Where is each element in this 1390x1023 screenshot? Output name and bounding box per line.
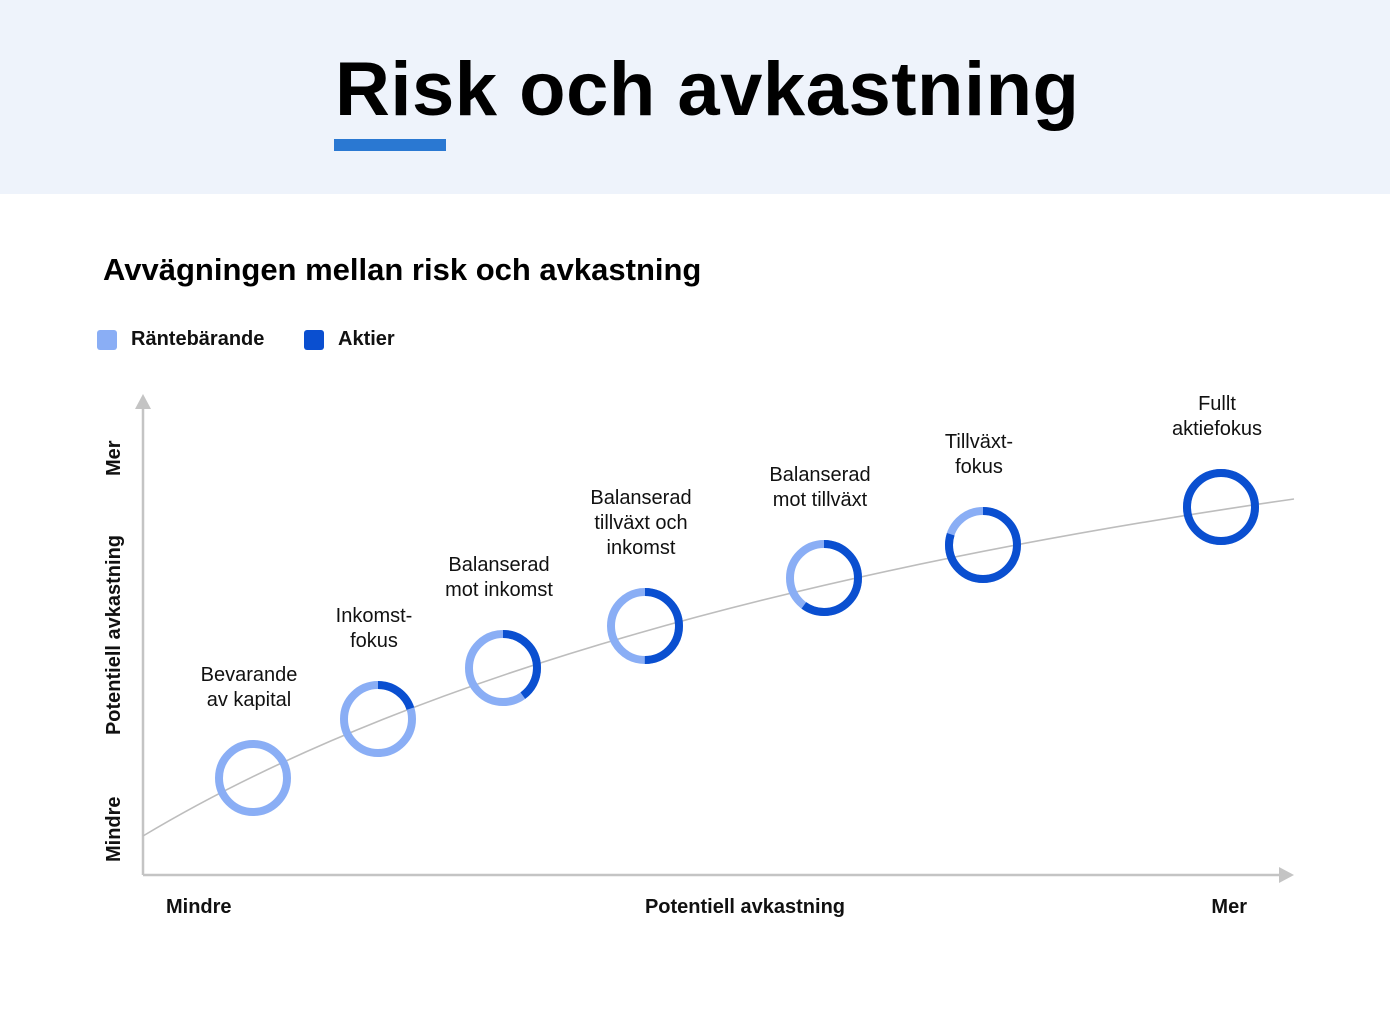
portfolio-ring xyxy=(1183,469,1259,545)
portfolio-label-line: mot tillväxt xyxy=(773,489,868,511)
page-title: Risk och avkastning xyxy=(335,47,1080,132)
portfolio-label: Balanserad tillväxt och inkomst xyxy=(590,487,691,559)
trend-curve xyxy=(142,498,1295,837)
portfolio-label-line: Inkomst- xyxy=(336,605,413,627)
portfolio-label-line: av kapital xyxy=(207,689,292,711)
portfolio-label-line: fokus xyxy=(955,456,1003,478)
ring-aktier-segment xyxy=(1183,469,1259,545)
portfolio-ring xyxy=(215,740,291,816)
x-axis-min-label: Mindre xyxy=(166,896,232,918)
ring-aktier-segment xyxy=(340,681,416,757)
portfolio-label-line: Balanserad xyxy=(590,487,691,509)
portfolio-ring xyxy=(786,540,862,616)
portfolio-label: Inkomst-fokus xyxy=(336,605,413,652)
axes xyxy=(135,394,1294,883)
ring-aktier-segment xyxy=(786,540,862,616)
title-underline xyxy=(334,139,446,151)
portfolio-label: Balanserad mot inkomst xyxy=(445,554,553,601)
ring-aktier-segment xyxy=(607,588,683,664)
portfolio-labels: Bevarande av kapital Inkomst-fokus Balanser… xyxy=(201,393,1262,711)
portfolio-ring xyxy=(465,630,541,706)
y-axis-arrow-icon xyxy=(135,394,151,409)
legend-item-aktier: Aktier xyxy=(304,328,395,351)
portfolio-label: Bevarande av kapital xyxy=(201,664,298,711)
portfolio-label: Fullt aktiefokus xyxy=(1172,393,1262,440)
y-axis-max-label: Mer xyxy=(103,440,125,476)
portfolio-ring xyxy=(607,588,683,664)
portfolio-label: Tillväxt-fokus xyxy=(945,431,1013,478)
legend-label-aktier: Aktier xyxy=(338,328,395,350)
portfolio-label-line: tillväxt och xyxy=(594,512,687,534)
portfolio-ring xyxy=(340,681,416,757)
y-axis-min-label: Mindre xyxy=(103,796,125,862)
portfolio-label-line: Bevarande xyxy=(201,664,298,686)
ring-rantebarande-segment xyxy=(215,740,291,816)
ring-aktier-segment xyxy=(945,507,1021,583)
x-axis-arrow-icon xyxy=(1279,867,1294,883)
x-axis-title: Potentiell avkastning xyxy=(645,896,845,918)
portfolio-ring xyxy=(945,507,1021,583)
ring-aktier-segment xyxy=(465,630,541,706)
portfolio-label-line: Balanserad xyxy=(448,554,549,576)
portfolio-label-line: inkomst xyxy=(607,537,676,559)
portfolio-label-line: Tillväxt- xyxy=(945,431,1013,453)
chart-title: Avvägningen mellan risk och avkastning xyxy=(103,252,702,287)
portfolio-label-line: fokus xyxy=(350,630,398,652)
legend-swatch-aktier xyxy=(304,329,324,350)
x-axis-max-label: Mer xyxy=(1211,896,1247,918)
legend-label-rantebarande: Räntebärande xyxy=(131,328,265,350)
portfolio-rings xyxy=(215,469,1259,816)
portfolio-label-line: Fullt xyxy=(1198,393,1236,415)
portfolio-label-line: aktiefokus xyxy=(1172,418,1262,440)
portfolio-label-line: Balanserad xyxy=(769,464,870,486)
header-band xyxy=(0,0,1390,194)
legend-item-rantebarande: Räntebärande xyxy=(97,328,264,351)
portfolio-label: Balanserad mot tillväxt xyxy=(769,464,870,511)
legend-swatch-rantebarande xyxy=(97,329,117,350)
portfolio-label-line: mot inkomst xyxy=(445,579,553,601)
y-axis-title: Potentiell avkastning xyxy=(103,535,125,735)
